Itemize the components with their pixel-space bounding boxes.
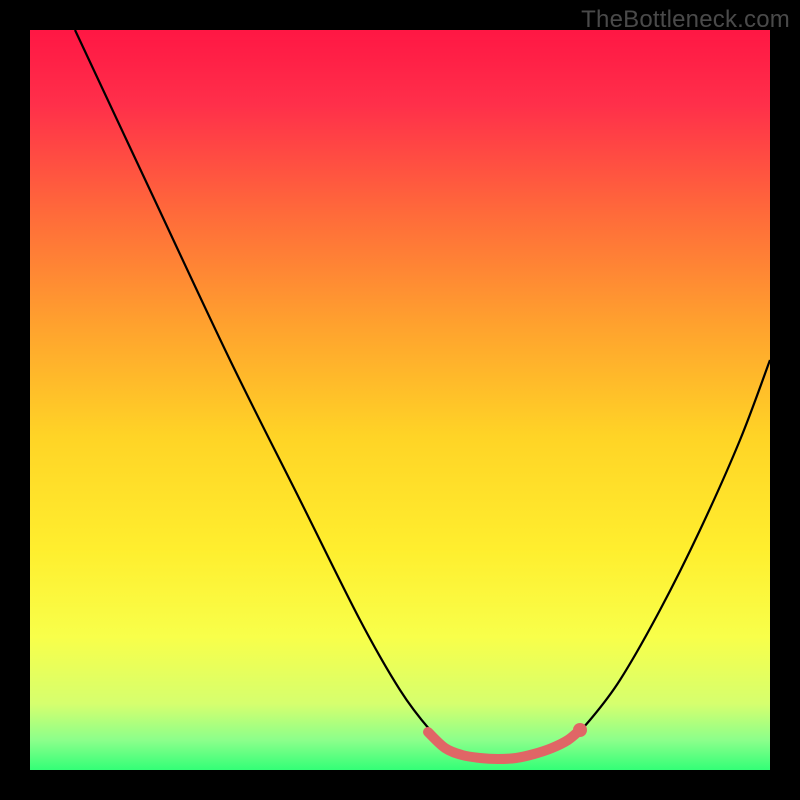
basin-marker <box>530 750 538 758</box>
chart-svg <box>0 0 800 800</box>
basin-marker <box>564 736 572 744</box>
plot-background <box>30 30 770 770</box>
basin-marker <box>441 744 449 752</box>
basin-marker <box>424 728 432 736</box>
basin-marker <box>548 744 556 752</box>
basin-marker <box>476 754 484 762</box>
chart-container: TheBottleneck.com <box>0 0 800 800</box>
basin-marker <box>458 751 466 759</box>
basin-marker <box>494 755 502 763</box>
basin-marker <box>512 754 520 762</box>
watermark-label: TheBottleneck.com <box>581 6 790 34</box>
basin-end-marker <box>573 723 587 737</box>
